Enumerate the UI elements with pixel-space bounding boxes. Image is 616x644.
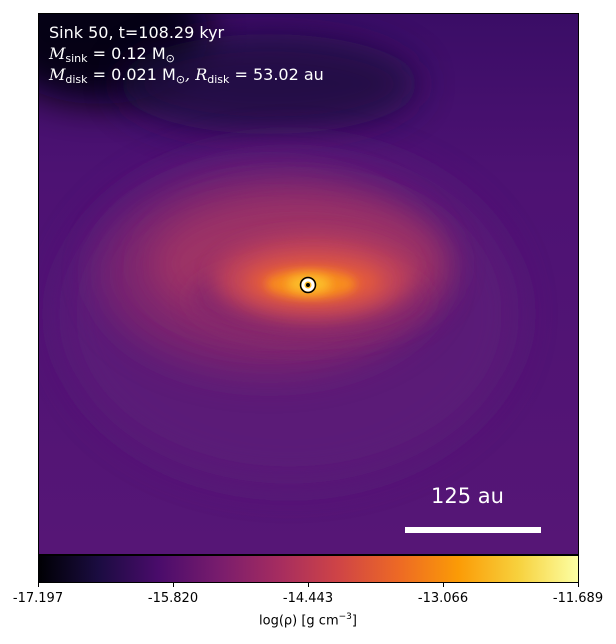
colorbar-tick-0 (38, 583, 39, 587)
colorbar-tick-1 (173, 583, 174, 587)
colorbar-tick-label-1: -15.820 (147, 591, 199, 606)
colorbar-tick-label-3: -13.066 (417, 591, 469, 606)
colorbar-tick-label-2: -14.443 (282, 591, 334, 606)
colorbar-tick-3 (443, 583, 444, 587)
sink-marker (301, 278, 315, 292)
colorbar-tick-label-0: -17.197 (12, 591, 64, 606)
sink-mass-text: Msink = 0.12 M⊙ (49, 44, 175, 66)
colorbar-tick-2 (308, 583, 309, 587)
disk-info-text: Mdisk = 0.021 M⊙, Rdisk = 53.02 au (49, 65, 324, 87)
scale-bar (405, 527, 541, 533)
colorbar (38, 555, 579, 583)
sink-info-title: Sink 50, t=108.29 kyr (49, 23, 225, 42)
colorbar-axis-label: log(ρ) [g cm−3] (259, 612, 357, 629)
colorbar-tick-4 (578, 583, 579, 587)
colorbar-tick-label-4: -11.689 (552, 591, 604, 606)
scale-bar-label: 125 au (431, 484, 504, 508)
density-map: Sink 50, t=108.29 kyr Msink = 0.12 M⊙ Md… (38, 13, 579, 555)
density-map-image (39, 14, 578, 554)
